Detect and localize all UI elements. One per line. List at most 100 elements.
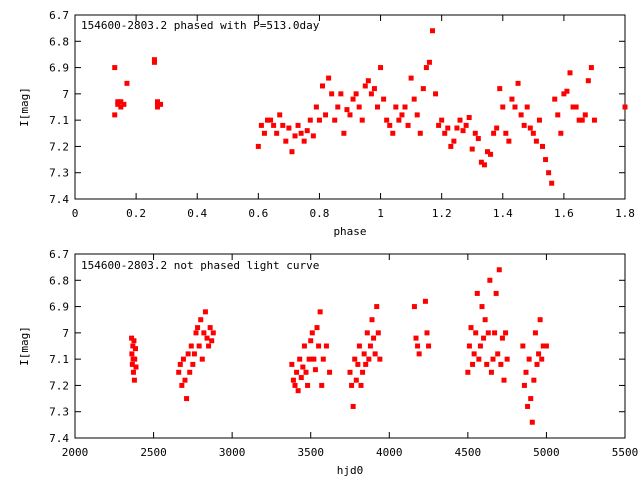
data-point	[112, 65, 118, 71]
data-point	[536, 351, 542, 357]
phased-xtick-label: 0.4	[187, 207, 207, 220]
data-point	[484, 361, 490, 367]
data-point	[180, 356, 186, 362]
data-point	[377, 356, 383, 362]
data-point	[526, 356, 532, 362]
data-point	[298, 130, 304, 136]
phased-xtick-label: 1	[377, 207, 384, 220]
data-point	[313, 104, 319, 110]
unphased-x-axis-label: hjd0	[337, 464, 364, 477]
data-point	[471, 351, 477, 357]
data-point	[158, 101, 164, 107]
data-point	[133, 346, 138, 352]
data-point	[271, 122, 277, 128]
data-point	[359, 117, 365, 123]
data-point	[129, 361, 135, 367]
data-point	[327, 369, 333, 375]
data-point	[179, 382, 185, 388]
data-point	[481, 162, 487, 168]
data-point	[295, 388, 301, 394]
data-point	[130, 343, 136, 349]
data-point	[473, 330, 479, 336]
data-point	[488, 369, 494, 375]
data-point	[329, 91, 335, 97]
phased-xtick-label: 1.2	[432, 207, 452, 220]
phased-ytick-label: 7.1	[49, 114, 69, 127]
data-point	[364, 330, 370, 336]
phased-panel-title: 154600-2803.2 phased with P=513.0day	[81, 19, 320, 32]
data-point	[308, 338, 314, 344]
data-point	[320, 83, 325, 89]
data-point	[115, 99, 121, 105]
unphased-xtick-label: 2500	[140, 446, 167, 459]
data-point	[188, 343, 194, 349]
data-point	[529, 419, 535, 425]
data-point	[349, 382, 355, 388]
data-point	[261, 130, 267, 136]
data-point	[552, 96, 558, 102]
data-point	[118, 104, 124, 110]
data-point	[585, 78, 591, 84]
data-point	[309, 330, 315, 336]
data-point	[491, 130, 497, 136]
data-point	[121, 101, 127, 107]
data-point	[487, 277, 493, 283]
data-point	[355, 361, 361, 367]
data-point	[206, 343, 212, 349]
unphased-panel-title: 154600-2803.2 not phased light curve	[81, 259, 319, 272]
data-point	[182, 377, 188, 383]
data-point	[319, 382, 325, 388]
data-point	[268, 117, 274, 123]
data-point	[344, 107, 350, 113]
data-point	[579, 117, 585, 123]
data-point	[479, 304, 485, 310]
data-point	[368, 91, 374, 97]
data-point	[375, 104, 380, 110]
data-point	[298, 375, 304, 381]
data-point	[292, 133, 298, 139]
data-point	[207, 325, 213, 331]
data-point	[356, 104, 362, 110]
unphased-data-points	[129, 267, 549, 425]
data-point	[209, 338, 215, 344]
data-point	[497, 86, 503, 92]
unphased-ytick-label: 7	[62, 327, 69, 340]
data-point	[280, 122, 286, 128]
data-point	[463, 122, 469, 128]
data-point	[129, 351, 135, 357]
data-point	[196, 343, 202, 349]
phased-xtick-label: 0.8	[310, 207, 330, 220]
data-point	[320, 356, 326, 362]
data-point	[290, 377, 296, 383]
data-point	[469, 146, 475, 152]
phased-ytick-label: 7.3	[49, 167, 69, 180]
data-point	[570, 104, 576, 110]
data-point	[295, 122, 301, 128]
unphased-y-axis-label: I[mag]	[18, 326, 31, 366]
unphased-ytick-label: 7.2	[49, 379, 69, 392]
data-point	[369, 317, 375, 323]
phased-xtick-label: 1.6	[554, 207, 574, 220]
data-point	[151, 59, 157, 65]
unphased-ytick-label: 6.9	[49, 301, 69, 314]
data-point	[177, 361, 183, 367]
unphased-xtick-label: 2000	[62, 446, 89, 459]
data-point	[576, 117, 582, 123]
data-point	[365, 78, 371, 84]
data-point	[411, 96, 417, 102]
data-point	[326, 75, 332, 81]
data-point	[115, 101, 121, 107]
data-point	[454, 125, 460, 131]
data-point	[402, 104, 408, 110]
data-point	[561, 91, 567, 97]
data-point	[549, 180, 555, 186]
data-point	[527, 125, 533, 131]
data-point	[546, 170, 552, 176]
data-point	[274, 130, 280, 136]
unphased-xtick-label: 5500	[612, 446, 639, 459]
data-point	[132, 356, 138, 362]
data-point	[460, 128, 466, 134]
data-point	[384, 117, 390, 123]
data-point	[534, 361, 540, 367]
data-point	[316, 117, 322, 123]
